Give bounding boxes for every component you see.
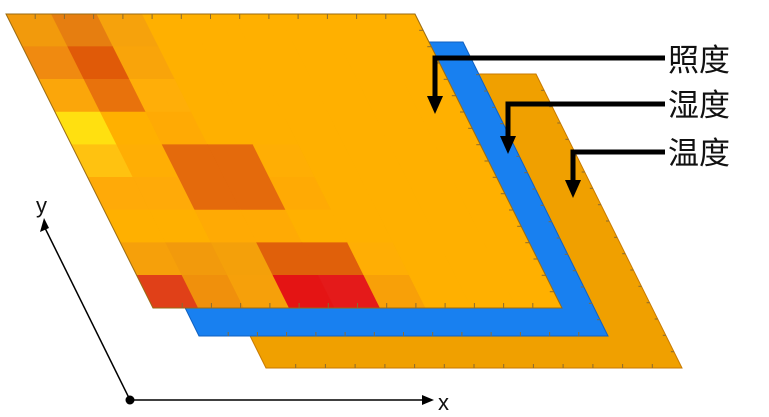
illuminance-pointer [427, 55, 665, 114]
heatmap-cell [181, 274, 245, 308]
y-axis-label: y [36, 193, 47, 218]
temperature-label: 温度 [668, 136, 730, 172]
temperature-pointer [565, 149, 665, 198]
axes-origin [125, 395, 135, 405]
heatmap-cell [408, 274, 472, 308]
illuminance-label: 照度 [668, 43, 730, 79]
heatmap-cell [227, 274, 290, 308]
humidity-pointer [500, 101, 665, 154]
heatmap-cell [363, 274, 427, 308]
heatmap-cell [499, 274, 562, 308]
heatmap-cell [454, 274, 518, 308]
illuminance-layer [5, 13, 563, 309]
illuminance-heatmap [6, 14, 562, 308]
x-axis-label: x [438, 390, 449, 415]
heatmap-cell [317, 274, 381, 308]
axes [40, 218, 434, 405]
humidity-label: 湿度 [668, 88, 730, 124]
heatmap-cell [272, 274, 336, 308]
edge-ticks [34, 14, 674, 368]
